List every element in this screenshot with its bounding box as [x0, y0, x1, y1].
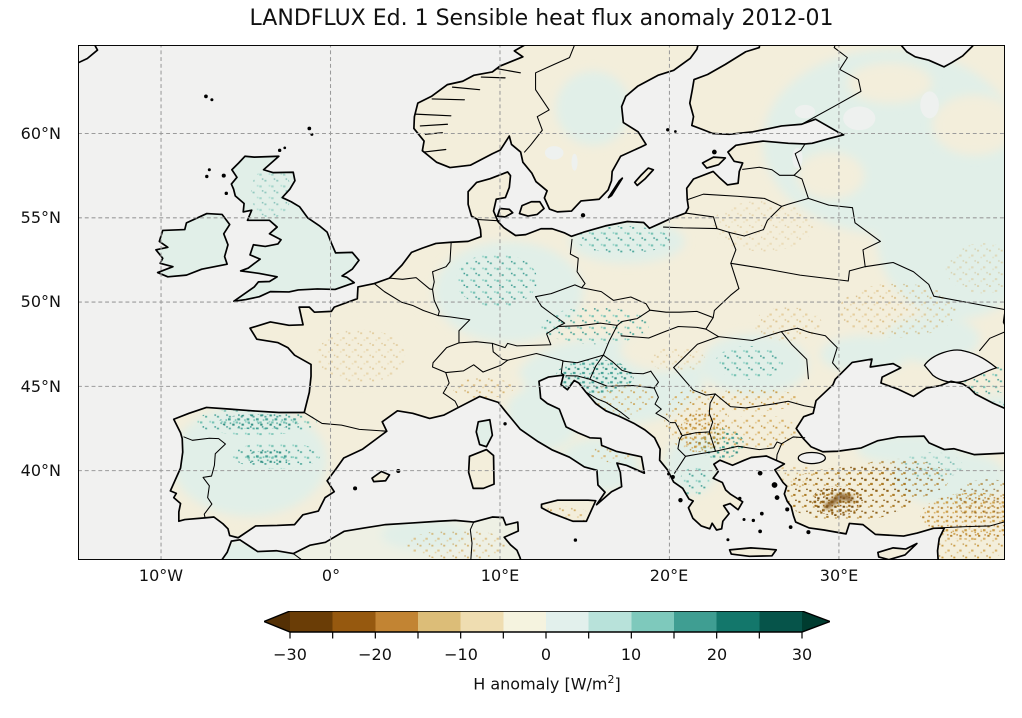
- cb-tick-30: 30: [791, 645, 813, 664]
- y-tick-55N: 55°N: [20, 208, 61, 227]
- sea-of-marmara: [797, 451, 826, 465]
- colorbar-ticks: [289, 632, 803, 639]
- cb-tick-m30: −30: [273, 645, 307, 664]
- small-islands: [204, 94, 811, 542]
- x-tick-20E: 20°E: [649, 566, 689, 585]
- colorbar-segment: [631, 611, 674, 632]
- x-tick-0: 0°: [321, 566, 341, 585]
- colorbar-segment: [546, 611, 589, 632]
- colorbar-segment: [503, 611, 546, 632]
- x-tick-10E: 10°E: [480, 566, 520, 585]
- lake-ladoga: [843, 106, 876, 131]
- lakes: [544, 91, 939, 171]
- cb-tick-m10: −10: [444, 645, 478, 664]
- colorbar-label: H anomaly [W/m2]: [473, 673, 621, 694]
- enclosed-seas: [797, 349, 998, 465]
- lake-vanern: [544, 146, 564, 160]
- x-tick-10W: 10°W: [138, 566, 184, 585]
- colorbar-segment: [375, 611, 418, 632]
- anomaly-field: [171, 49, 1005, 560]
- colorbar-segment: [716, 611, 760, 632]
- colorbar-segment: [759, 611, 802, 632]
- colorbar-segment: [674, 611, 717, 632]
- gridlines: [78, 45, 1005, 560]
- lake-saimaa: [794, 104, 816, 119]
- colorbar: [264, 611, 830, 639]
- colorbar-segment: [460, 611, 504, 632]
- europe-map-canvas: [78, 45, 1005, 560]
- cb-tick-20: 20: [706, 645, 728, 664]
- y-tick-50N: 50°N: [20, 292, 61, 311]
- colorbar-segment: [332, 611, 376, 632]
- colorbar-segment: [290, 611, 333, 632]
- cb-tick-m20: −20: [358, 645, 392, 664]
- fjord-lines: [414, 68, 521, 153]
- y-tick-40N: 40°N: [20, 461, 61, 480]
- lake-peipus: [792, 147, 803, 169]
- colorbar-segment: [418, 611, 461, 632]
- colorbar-over-arrow: [802, 611, 830, 632]
- y-tick-60N: 60°N: [20, 124, 61, 143]
- x-tick-30E: 30°E: [819, 566, 859, 585]
- chart-title: LANDFLUX Ed. 1 Sensible heat flux anomal…: [249, 6, 834, 31]
- colorbar-under-arrow: [264, 611, 290, 632]
- cb-tick-10: 10: [620, 645, 642, 664]
- y-tick-45N: 45°N: [20, 377, 61, 396]
- colorbar-segment: [588, 611, 632, 632]
- cb-tick-0: 0: [540, 645, 552, 664]
- lake-onega: [920, 91, 939, 119]
- lake-vattern: [571, 153, 578, 171]
- country-borders: [183, 45, 1005, 560]
